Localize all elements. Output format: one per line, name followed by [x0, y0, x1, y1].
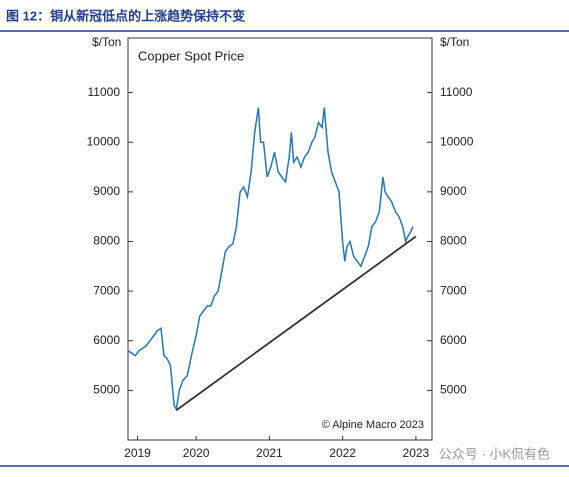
y2-tick-label: 6000	[440, 333, 467, 347]
y2-axis-label: $/Ton	[440, 35, 469, 49]
y2-tick-label: 8000	[440, 234, 467, 248]
y-tick-label: 6000	[93, 333, 120, 347]
watermark: 公众号 · 小K侃有色	[439, 446, 550, 461]
trend-line	[175, 235, 417, 411]
x-tick-label: 2020	[183, 446, 210, 460]
y-axis-label: $/Ton	[92, 35, 121, 49]
x-tick-label: 2023	[403, 446, 430, 460]
y-tick-label: 11000	[88, 85, 121, 99]
chart-title: 图 12：铜从新冠低点的上涨趋势保持不变	[6, 8, 245, 23]
y-tick-label: 7000	[93, 283, 120, 297]
y-tick-label: 9000	[93, 184, 120, 198]
y2-tick-label: 9000	[440, 184, 467, 198]
y2-tick-label: 10000	[440, 134, 474, 148]
y-tick-label: 5000	[93, 383, 120, 397]
y2-tick-label: 11000	[440, 85, 473, 99]
y2-tick-label: 7000	[440, 283, 467, 297]
plot-frame	[127, 37, 433, 441]
x-tick-label: 2021	[256, 446, 283, 460]
y-tick-label: 8000	[93, 234, 120, 248]
y-tick-label: 10000	[87, 134, 121, 148]
price-line	[127, 107, 414, 412]
x-tick-label: 2022	[329, 446, 356, 460]
subtitle: Copper Spot Price	[138, 48, 244, 63]
source: © Alpine Macro 2023	[322, 419, 424, 431]
x-tick-label: 2019	[124, 446, 151, 460]
y2-tick-label: 5000	[440, 383, 467, 397]
